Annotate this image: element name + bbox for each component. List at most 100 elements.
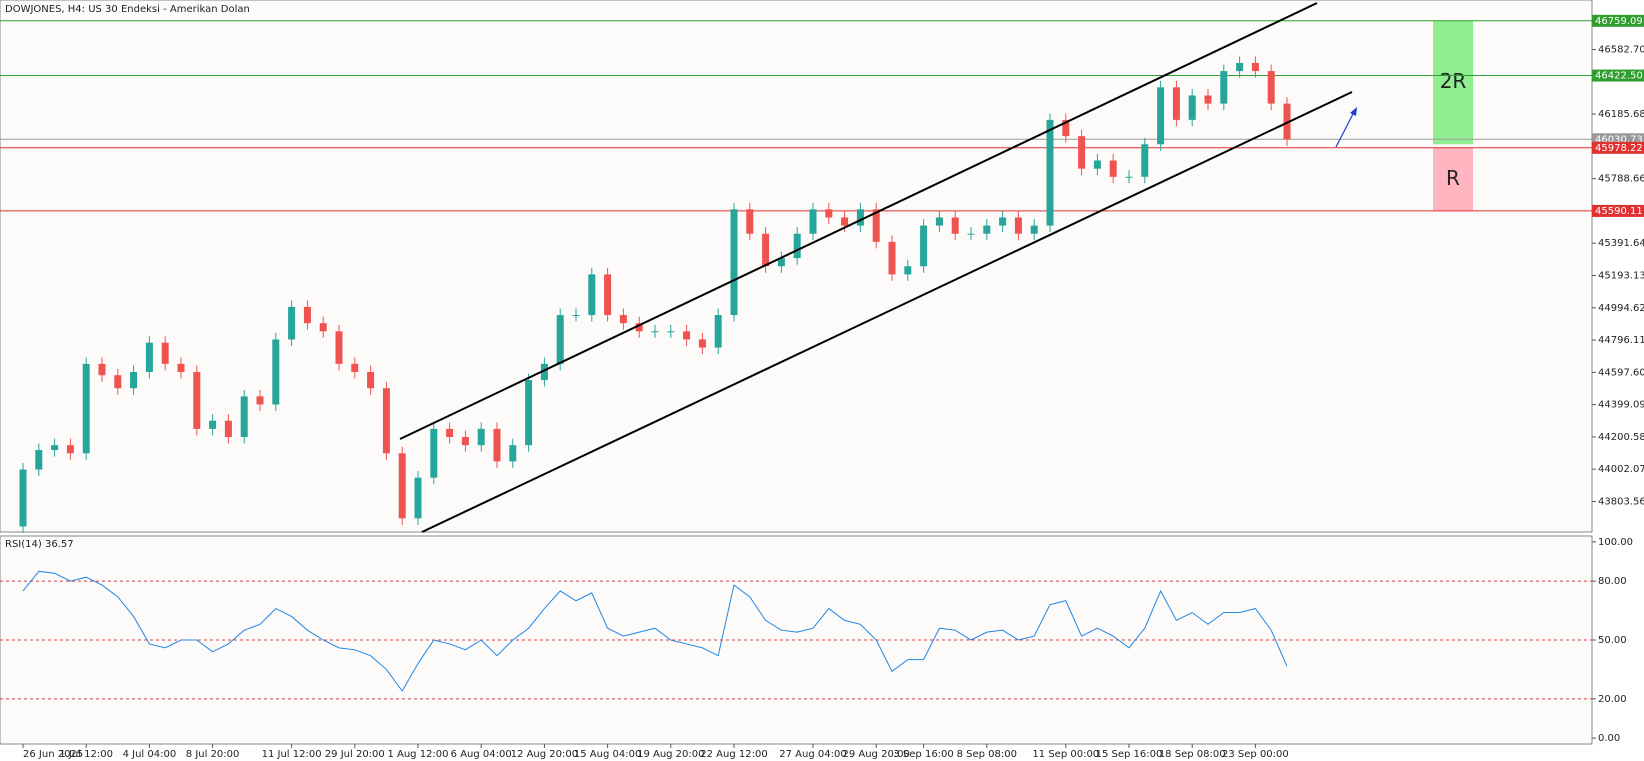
candle-body [1172,87,1180,120]
y-tick-label: 45788.66 [1598,174,1644,185]
y-tick-label: 45193.13 [1598,270,1644,281]
candle-body [683,331,691,340]
risk-box [1433,147,1473,211]
rsi-title: RSI(14) 36.57 [5,539,74,550]
rsi-line [22,570,1288,692]
candle-body [825,209,833,218]
candle-body [414,477,422,519]
x-tick-label: 15 Sep 16:00 [1096,749,1163,760]
candle-body [635,323,643,332]
candle-body [841,217,849,226]
candle-body [651,331,659,333]
x-tick-label: 27 Aug 04:00 [779,749,846,760]
candle-body [98,363,106,376]
candle-body [619,315,627,324]
x-tick-label: 1 Jul 12:00 [59,749,113,760]
candle-body [35,450,43,470]
candle-body [1267,71,1275,104]
y-tick-label: 44597.60 [1598,367,1644,378]
x-tick-label: 26 Jun 2025 [23,749,83,760]
candle-body [193,371,201,429]
x-tick-label: 29 Aug 20:00 [842,749,909,760]
candle-body [51,445,59,451]
candle-body [461,437,469,446]
risk-box-label: 2R [1440,69,1467,93]
candle-body [983,225,991,234]
candle-body [335,331,343,364]
x-tick-label: 22 Aug 12:00 [700,749,767,760]
candle-body [1157,87,1165,145]
candle-body [1141,144,1149,177]
x-tick-label: 11 Jul 12:00 [262,749,322,760]
candle-body [809,209,817,234]
candle-body [872,209,880,242]
candle-body [1251,62,1259,72]
candle-body [288,306,296,340]
candle-body [398,453,406,519]
candle-body [920,225,928,267]
candle-body [698,339,706,348]
level-tag [1592,141,1644,154]
candle-body [114,375,122,389]
candle-body [951,217,959,234]
candle-body [1030,225,1038,234]
candle-body [145,342,153,372]
level-label: 46030.73 [1595,134,1643,145]
candle-body [240,396,248,438]
x-tick-label: 8 Sep 08:00 [957,749,1017,760]
level-tag [1592,204,1644,217]
y-tick-label: 80.00 [1598,576,1627,587]
candle-body [762,233,770,267]
y-tick-label: 44994.62 [1598,303,1644,314]
candle-body [19,469,27,527]
candle-body [1220,71,1228,104]
candle-body [367,371,375,389]
candle-body [1188,95,1196,120]
candle-body [177,363,185,372]
x-tick-label: 8 Jul 20:00 [186,749,240,760]
candle-body [777,258,785,267]
y-tick-label: 44002.07 [1598,464,1644,475]
candle-body [1062,119,1070,137]
y-tick-label: 45391.64 [1598,238,1644,249]
candle-body [1093,160,1101,169]
level-label: 46759.09 [1595,16,1643,27]
x-tick-label: 12 Aug 20:00 [511,749,578,760]
level-label: 46422.50 [1595,71,1643,82]
candle-body [888,241,896,275]
y-tick-label: 46185.68 [1598,109,1644,120]
risk-box [1433,20,1473,145]
level-tag [1592,14,1644,27]
candle-body [209,420,217,429]
x-tick-label: 6 Aug 04:00 [451,749,512,760]
candle-body [904,266,912,275]
candle-body [967,233,975,235]
candle-body [509,445,517,462]
x-tick-label: 18 Sep 08:00 [1159,749,1226,760]
x-tick-label: 19 Aug 20:00 [637,749,704,760]
candle-body [1046,119,1054,226]
y-tick-label: 43803.56 [1598,496,1644,507]
candle-body [382,388,390,454]
candle-body [1125,176,1133,178]
candle-body [493,428,501,462]
candle-body [224,420,232,438]
y-tick-label: 100.00 [1598,537,1633,548]
candle-body [430,428,438,478]
candle-body [1236,62,1244,72]
candle-body [525,380,533,446]
level-label: 45978.22 [1595,143,1643,154]
x-tick-label: 4 Jul 04:00 [123,749,177,760]
x-tick-label: 1 Aug 12:00 [387,749,448,760]
candle-body [477,428,485,446]
candle-body [1109,160,1117,177]
candle-body [256,396,264,405]
candle-body [999,217,1007,226]
candle-body [446,428,454,438]
candle-body [130,371,138,389]
candle-body [730,209,738,316]
level-tag [1592,69,1644,82]
candle-body [319,323,327,332]
candle-body [746,209,754,234]
